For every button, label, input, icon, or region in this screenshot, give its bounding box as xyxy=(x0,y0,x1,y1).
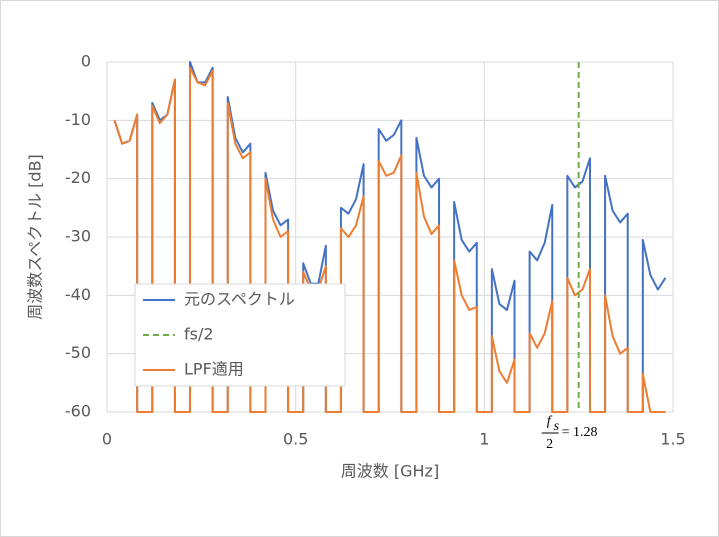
series-line xyxy=(113,66,666,413)
y-axis-label: 周波数スペクトル [dB] xyxy=(26,154,45,320)
y-tick-label: -10 xyxy=(65,110,91,129)
y-tick-label: 0 xyxy=(81,52,91,71)
y-tick-label: -50 xyxy=(65,343,91,362)
y-tick-label: -40 xyxy=(65,285,91,304)
series-line xyxy=(113,61,667,413)
annotation-numerator: f xyxy=(547,414,553,429)
y-tick-label: -20 xyxy=(65,168,91,187)
y-tick-label: -30 xyxy=(65,227,91,246)
x-tick-label: 1.5 xyxy=(660,430,685,449)
annotation-denominator: 2 xyxy=(546,437,553,452)
annotation-subscript: s xyxy=(554,419,560,434)
legend-label: fs/2 xyxy=(184,325,214,344)
plot-area xyxy=(113,61,667,413)
legend-label: LPF適用 xyxy=(184,360,244,379)
y-tick-label: -60 xyxy=(65,402,91,421)
x-tick-label: 1 xyxy=(479,430,489,449)
annotation-text: = 1.28 xyxy=(562,425,598,440)
x-tick-label: 0.5 xyxy=(283,430,308,449)
x-tick-label: 0 xyxy=(102,430,112,449)
legend-label: 元のスペクトル xyxy=(184,290,295,309)
x-axis-label: 周波数 [GHz] xyxy=(341,462,439,481)
